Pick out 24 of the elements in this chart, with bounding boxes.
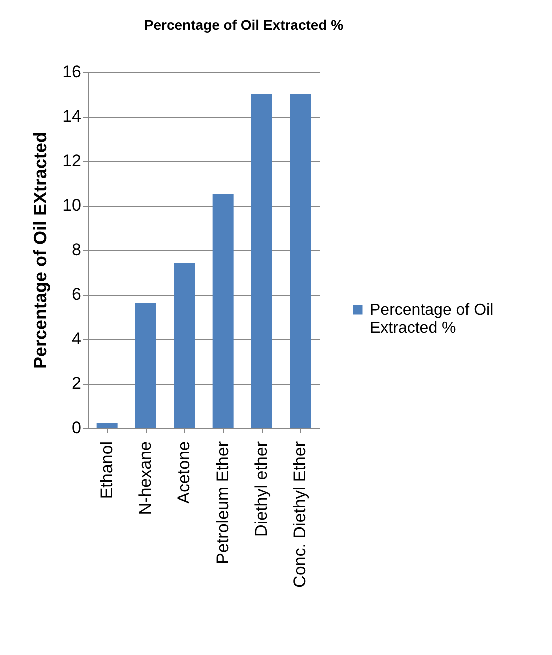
y-tick-label: 0 xyxy=(72,418,82,438)
x-tick-label: Acetone xyxy=(174,442,194,504)
bar xyxy=(96,424,118,428)
chart-title: Percentage of Oil Extracted % xyxy=(144,17,344,33)
y-tick-label: 2 xyxy=(72,374,82,393)
x-tick-label: N-hexane xyxy=(136,442,155,516)
x-tick-label: Ethanol xyxy=(97,442,116,500)
y-tick-label: 10 xyxy=(62,196,82,215)
x-tick-label: Diethyl ether xyxy=(252,441,271,537)
x-tick-label: Conc. Diethyl Ether xyxy=(290,441,310,588)
bar xyxy=(252,94,272,428)
legend-label: Percentage of Oil Extracted % xyxy=(370,302,494,337)
y-tick-label: 12 xyxy=(62,152,82,170)
y-tick-label: 4 xyxy=(72,330,82,348)
y-tick-label: 14 xyxy=(62,107,82,126)
y-axis-title: Percentage of Oil EXtracted xyxy=(30,132,51,370)
bar xyxy=(212,194,234,428)
y-tick-label: 6 xyxy=(72,285,82,304)
x-tick-label: Petroleum Ether xyxy=(213,441,232,564)
bar xyxy=(290,94,312,428)
bar xyxy=(136,303,156,428)
y-tick-label: 16 xyxy=(62,62,82,82)
bar xyxy=(174,263,196,428)
y-tick-label: 8 xyxy=(72,240,82,260)
